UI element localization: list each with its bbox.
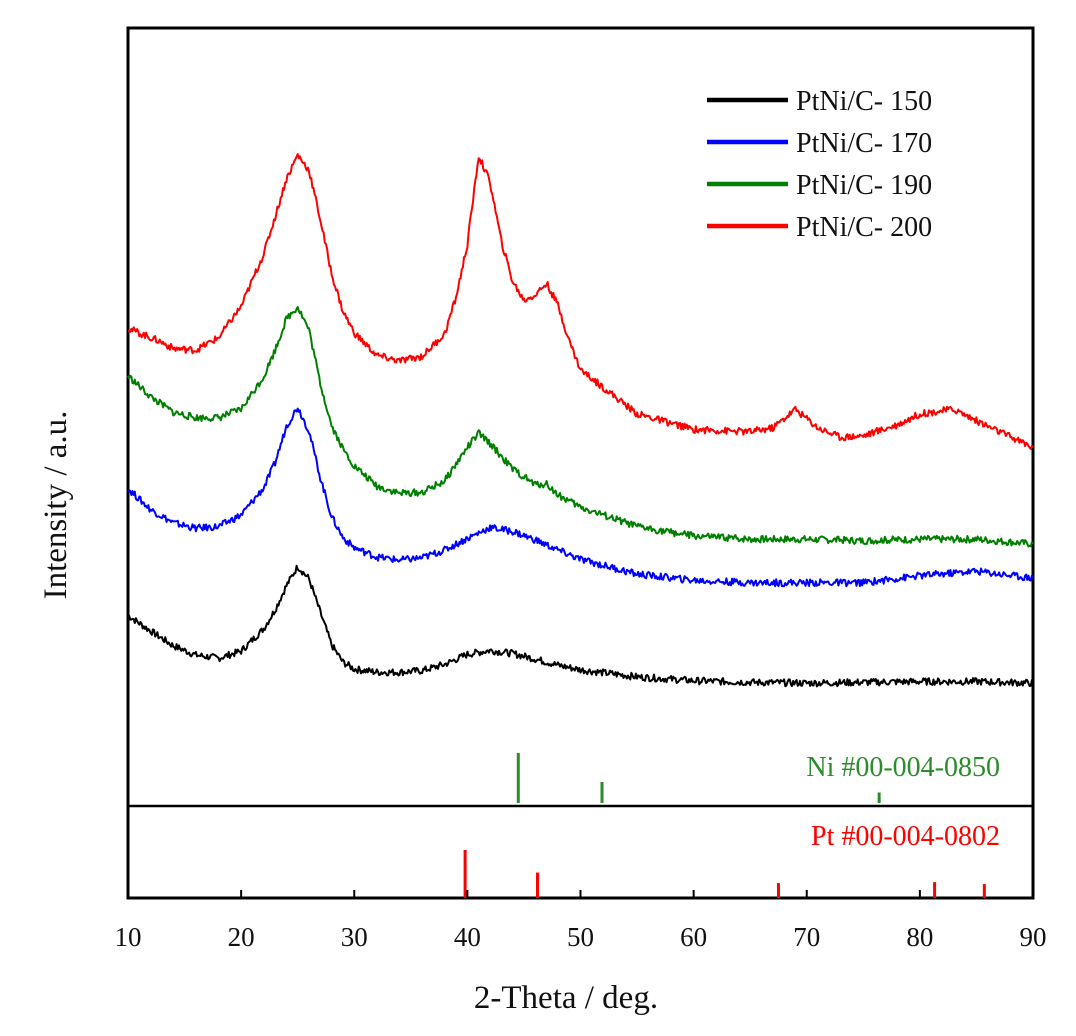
- series-layer: [127, 153, 1034, 688]
- x-tick-label-80: 80: [906, 922, 933, 952]
- legend: PtNi/C- 150 PtNi/C- 170 PtNi/C- 190 PtNi/C-…: [707, 86, 932, 243]
- x-axis-title: 2-Theta / deg.: [474, 980, 658, 1016]
- legend-label-ptni-c-190: PtNi/C- 190: [796, 170, 932, 201]
- series-line-ptni-c-170: [127, 407, 1034, 588]
- x-tick-label-10: 10: [115, 922, 142, 952]
- x-tick-label-90: 90: [1020, 922, 1047, 952]
- legend-label-ptni-c-150: PtNi/C- 150: [796, 86, 932, 117]
- legend-label-ptni-c-200: PtNi/C- 200: [796, 212, 932, 243]
- reference-label-ni: Ni #00-004-0850: [806, 752, 1000, 783]
- series-line-ptni-c-190: [127, 306, 1034, 548]
- series-line-ptni-c-150: [127, 564, 1034, 688]
- x-tick-label-40: 40: [454, 922, 481, 952]
- reference-pattern-layer: Ni #00-004-0850 Pt #00-004-0802: [463, 752, 1000, 898]
- x-tick-label-60: 60: [680, 922, 707, 952]
- y-axis-title: Intensity / a.u.: [38, 411, 74, 600]
- reference-label-pt: Pt #00-004-0802: [811, 821, 1000, 852]
- x-tick-label-30: 30: [341, 922, 368, 952]
- series-line-ptni-c-200: [127, 153, 1034, 450]
- x-tick-label-70: 70: [793, 922, 820, 952]
- legend-label-ptni-c-170: PtNi/C- 170: [796, 128, 932, 159]
- x-axis-ticks: 10 20 30 40 50 60 70 80 90: [115, 890, 1047, 952]
- x-tick-label-20: 20: [228, 922, 255, 952]
- x-tick-label-50: 50: [567, 922, 594, 952]
